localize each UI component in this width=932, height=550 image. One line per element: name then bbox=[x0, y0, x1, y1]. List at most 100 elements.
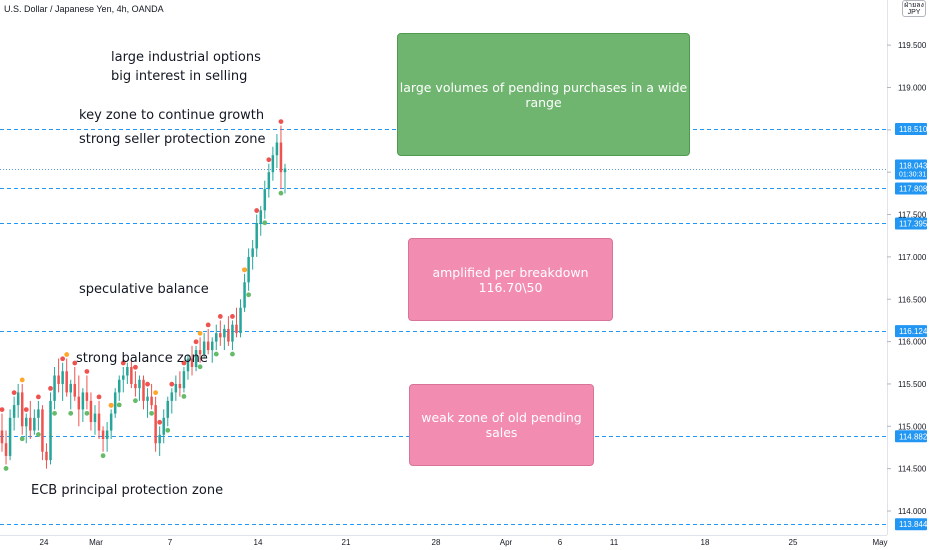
level-price-label: 113.844 bbox=[899, 520, 928, 529]
level-price-tag bbox=[895, 518, 927, 531]
annotation-large-industrial: large industrial options bbox=[111, 50, 261, 65]
zone-box-amplified-breakdown[interactable]: amplified per breakdown 116.70\50 bbox=[408, 238, 613, 321]
candle-body bbox=[41, 409, 44, 452]
candle-body bbox=[37, 409, 40, 418]
signal-dot-red bbox=[169, 381, 175, 387]
signal-dot-orange bbox=[242, 267, 247, 273]
signal-dot-red bbox=[193, 339, 199, 345]
x-tick-label: 11 bbox=[610, 538, 619, 547]
level-price-labels: 118.510 117.808 117.395 116.124 114.882 113.8… bbox=[895, 123, 928, 531]
candle-body bbox=[243, 282, 246, 308]
candle-body bbox=[150, 396, 153, 406]
candle-body bbox=[49, 400, 52, 461]
candle-body bbox=[247, 256, 250, 283]
signal-dot-red bbox=[266, 157, 272, 163]
signal-dot-green bbox=[3, 466, 9, 471]
candle-body bbox=[206, 341, 210, 351]
candle-body bbox=[202, 341, 206, 355]
signal-dot-green bbox=[246, 292, 252, 298]
annotation-speculative: speculative balance bbox=[79, 282, 209, 297]
candle-body bbox=[255, 223, 258, 249]
signal-dot-red bbox=[0, 407, 5, 412]
candle-body bbox=[61, 371, 64, 384]
candle-body bbox=[134, 383, 137, 389]
signal-dot-green bbox=[197, 364, 203, 370]
candle-body bbox=[109, 413, 113, 431]
annotation-key-zone: key zone to continue growth bbox=[79, 108, 265, 123]
candle-body bbox=[122, 375, 125, 380]
candle-body bbox=[267, 172, 271, 190]
candle-body bbox=[16, 392, 20, 406]
candle-body bbox=[73, 383, 77, 397]
candle-body bbox=[158, 434, 161, 444]
candle-body bbox=[0, 430, 4, 444]
candle-body bbox=[77, 396, 81, 410]
candle-body bbox=[178, 383, 182, 389]
annotation-seller-protection: strong seller protection zone bbox=[79, 132, 266, 147]
signal-dot-orange bbox=[197, 330, 203, 336]
y-tick-label: 119.500 bbox=[898, 41, 927, 50]
candle-body bbox=[45, 451, 48, 461]
x-tick-label: 18 bbox=[701, 538, 710, 547]
candle-body bbox=[170, 392, 174, 401]
signal-dot-red bbox=[278, 119, 284, 125]
candle-body bbox=[85, 392, 89, 401]
currency-unit-line2: JPY bbox=[907, 8, 921, 16]
signal-dot-green bbox=[181, 394, 187, 399]
annotation-strong-balance: strong balance zone bbox=[76, 351, 208, 366]
zone-box-weak-pending-sales[interactable]: weak zone of old pending sales bbox=[409, 384, 594, 466]
signal-dot-red bbox=[48, 386, 53, 391]
candle-body bbox=[239, 307, 242, 334]
signal-dot-orange bbox=[64, 352, 70, 357]
level-price-label: 118.510 bbox=[899, 125, 928, 134]
level-price-tag bbox=[895, 325, 927, 338]
signal-dot-orange bbox=[153, 390, 159, 396]
candle-body bbox=[194, 350, 198, 368]
signal-dot-green bbox=[68, 410, 74, 416]
signal-dot-red bbox=[217, 314, 223, 319]
signal-dot-green bbox=[230, 351, 235, 357]
signal-dot-red bbox=[120, 360, 126, 366]
candle-body bbox=[174, 383, 178, 393]
annotation-big-interest: big interest in selling bbox=[111, 69, 248, 84]
candle-body bbox=[57, 375, 60, 384]
zone-box-pending-purchases[interactable]: large volumes of pending purchases in a … bbox=[397, 33, 690, 156]
level-price-tag bbox=[895, 430, 927, 443]
candle-body bbox=[138, 379, 141, 389]
signal-dot-green bbox=[149, 410, 154, 416]
y-tick-label: 116.000 bbox=[898, 338, 927, 347]
signal-dot-orange bbox=[19, 377, 25, 383]
current-price-tag bbox=[895, 159, 927, 180]
y-tick-label: 117.500 bbox=[898, 211, 927, 220]
candle-body bbox=[117, 379, 121, 393]
candle-body bbox=[235, 324, 238, 334]
currency-unit-line1: ฝ่ายลง bbox=[904, 1, 924, 9]
candle-body bbox=[8, 417, 12, 456]
candle-body bbox=[93, 413, 97, 423]
signal-dots bbox=[0, 119, 284, 471]
time-axis: 24 Mar 7 14 21 28 Apr 6 11 18 25 May bbox=[40, 538, 888, 547]
y-tick-label: 115.000 bbox=[898, 422, 927, 431]
candle-body bbox=[4, 443, 8, 456]
signal-dot-green bbox=[213, 351, 219, 357]
candle-body bbox=[283, 168, 287, 173]
signal-dot-red bbox=[157, 419, 163, 425]
signal-dot-orange bbox=[108, 402, 114, 408]
annotation-ecb: ECB principal protection zone bbox=[31, 483, 224, 498]
candle-body bbox=[219, 333, 222, 338]
candle-body bbox=[271, 155, 275, 173]
candle-body bbox=[97, 413, 101, 431]
candle-body bbox=[275, 142, 279, 156]
currency-unit-badge[interactable]: ฝ่ายลง JPY bbox=[902, 0, 926, 17]
signal-dot-red bbox=[84, 369, 90, 374]
signal-dot-green bbox=[116, 402, 122, 408]
y-tick-label: 114.500 bbox=[898, 465, 927, 474]
candle-body bbox=[259, 210, 262, 224]
signal-dot-green bbox=[84, 410, 90, 416]
y-tick-label: 119.000 bbox=[898, 84, 927, 93]
level-price-label: 117.395 bbox=[899, 219, 928, 228]
candle-body bbox=[198, 350, 202, 355]
x-tick-label: Mar bbox=[89, 538, 103, 547]
y-tick-label: 115.500 bbox=[898, 380, 927, 389]
